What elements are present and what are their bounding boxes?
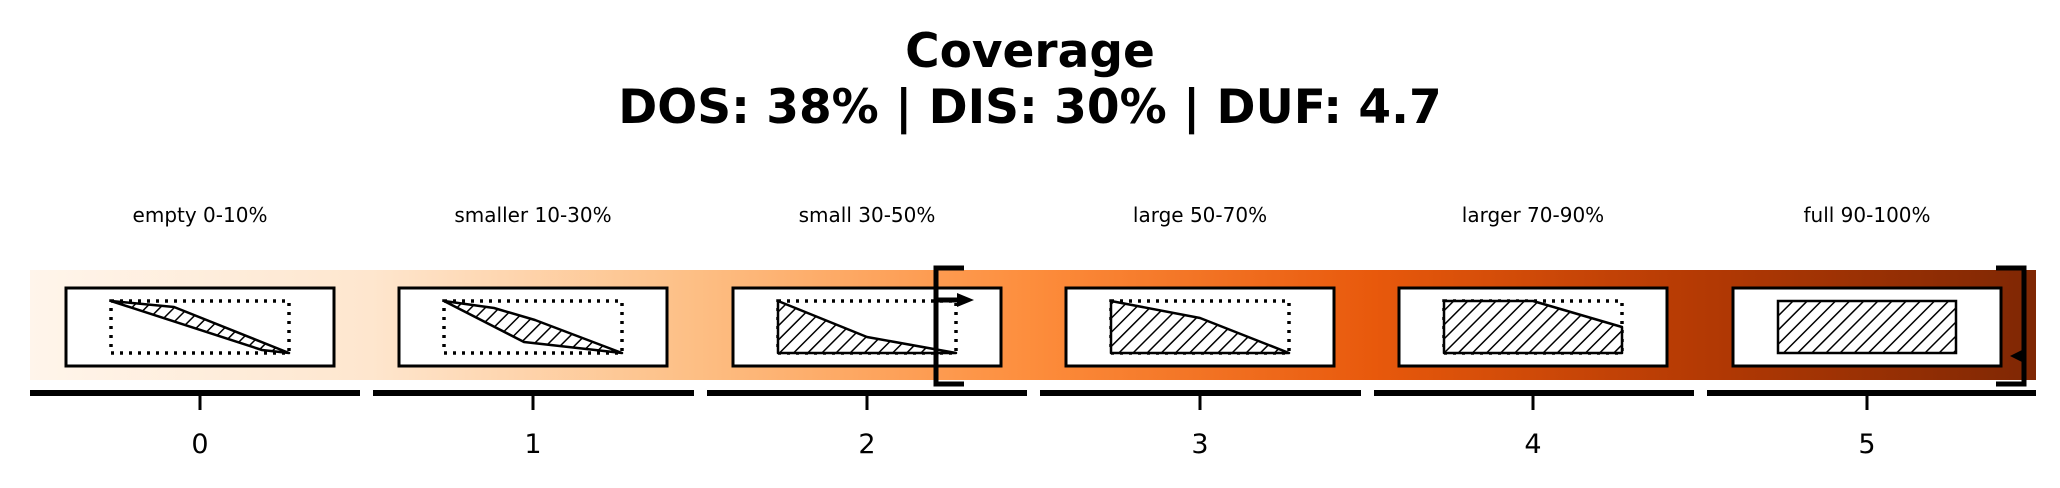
coverage-glyph-0 xyxy=(64,286,336,368)
tick-label-1: 1 xyxy=(524,429,541,460)
tick-label-5: 5 xyxy=(1858,429,1875,460)
chart-title: Coverage xyxy=(905,24,1155,79)
tick-label-3: 3 xyxy=(1191,429,1208,460)
category-label-0: empty 0-10% xyxy=(133,203,268,227)
category-label-4: larger 70-90% xyxy=(1462,203,1604,227)
gradient-band xyxy=(30,270,2036,380)
category-label-2: small 30-50% xyxy=(799,203,936,227)
coverage-glyph-4 xyxy=(1397,286,1669,368)
category-label-3: large 50-70% xyxy=(1133,203,1267,227)
tick-label-2: 2 xyxy=(858,429,875,460)
category-label-5: full 90-100% xyxy=(1803,203,1930,227)
dos-bracket-marker xyxy=(933,265,974,387)
duf-bracket-marker xyxy=(1996,265,2027,387)
coverage-glyph-3 xyxy=(1064,286,1336,368)
tick-label-4: 4 xyxy=(1524,429,1541,460)
category-label-1: smaller 10-30% xyxy=(454,203,611,227)
chart-subtitle: DOS: 38% | DIS: 30% | DUF: 4.7 xyxy=(618,80,1442,135)
coverage-glyph-5 xyxy=(1731,286,2003,368)
coverage-glyph-1 xyxy=(397,286,669,368)
tick-label-0: 0 xyxy=(191,429,208,460)
axis xyxy=(30,390,2036,410)
